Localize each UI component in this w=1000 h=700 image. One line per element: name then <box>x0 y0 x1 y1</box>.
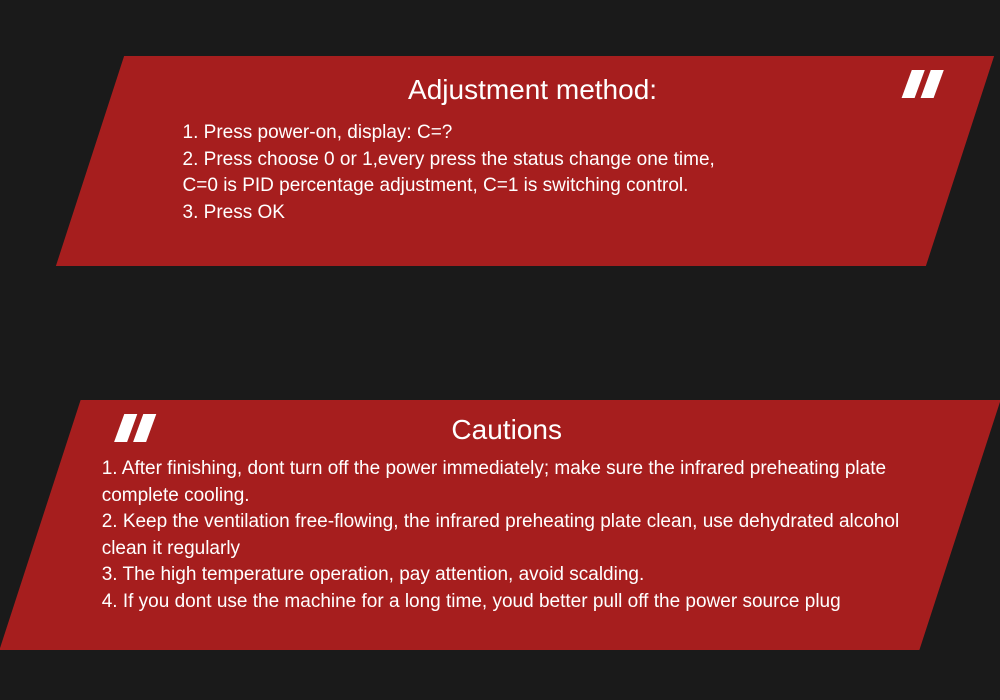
adjustment-line: C=0 is PID percentage adjustment, C=1 is… <box>183 173 883 200</box>
cautions-panel: Cautions 1. After finishing, dont turn o… <box>0 400 1000 650</box>
adjustment-title: Adjustment method: <box>183 74 883 106</box>
cautions-line: 2. Keep the ventilation free-flowing, th… <box>102 509 912 562</box>
cautions-line: 3. The high temperature operation, pay a… <box>102 562 912 589</box>
cautions-body: 1. After finishing, dont turn off the po… <box>102 456 912 616</box>
adjustment-panel: Adjustment method: 1. Press power-on, di… <box>56 56 994 266</box>
cautions-title: Cautions <box>102 414 912 446</box>
cautions-line: 1. After finishing, dont turn off the po… <box>102 456 912 509</box>
adjustment-line: 1. Press power-on, display: C=? <box>183 120 883 147</box>
adjustment-body: 1. Press power-on, display: C=? 2. Press… <box>183 120 883 226</box>
adjustment-line: 3. Press OK <box>183 200 883 227</box>
adjustment-line: 2. Press choose 0 or 1,every press the s… <box>183 147 883 174</box>
cautions-line: 4. If you dont use the machine for a lon… <box>102 589 912 616</box>
